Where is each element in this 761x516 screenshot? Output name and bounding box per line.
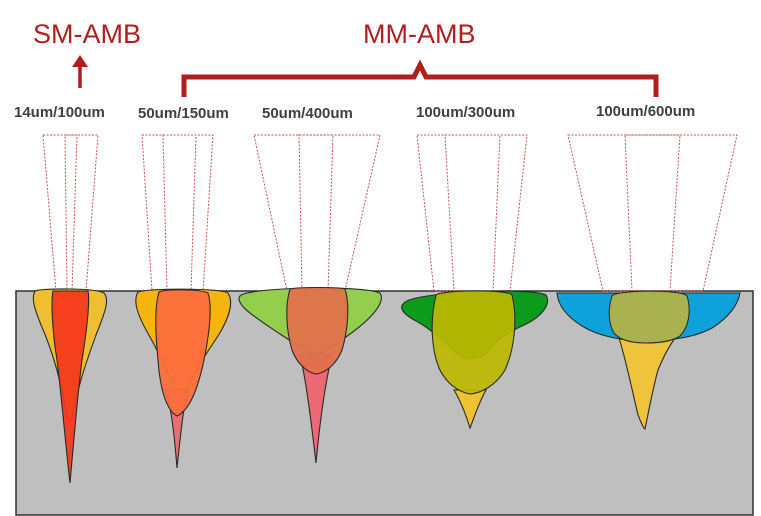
beam-core-1 — [64, 134, 78, 292]
melt-pool-core-2 — [155, 289, 211, 417]
beam-ring-2 — [141, 134, 214, 292]
weld-profile-5 — [556, 134, 741, 430]
weld-profile-3 — [238, 134, 382, 464]
weld-profile-1 — [32, 134, 108, 484]
mm-amb-header: MM-AMB — [363, 19, 475, 49]
beam-core-5 — [624, 134, 681, 292]
beam-core-2 — [162, 134, 197, 292]
beam-core-4 — [444, 134, 501, 292]
melt-pool-core-4 — [431, 290, 516, 395]
weld-profile-4 — [401, 134, 548, 430]
mm-bracket — [181, 59, 659, 97]
beam-ring-4 — [416, 134, 528, 292]
config-label-4: 100um/300um — [416, 104, 515, 121]
beam-core-3 — [298, 134, 334, 292]
beam-ring-5 — [567, 134, 738, 292]
config-label-5: 100um/600um — [596, 103, 695, 120]
melt-pool-deep-3 — [299, 354, 333, 464]
sm-amb-header: SM-AMB — [33, 19, 141, 49]
weld-profile-2 — [135, 134, 232, 469]
beam-ring-1 — [42, 134, 99, 292]
config-label-1: 14um/100um — [14, 104, 105, 121]
melt-pool-core-3 — [286, 286, 349, 375]
melt-pool-deep-5 — [618, 337, 677, 430]
config-label-2: 50um/150um — [138, 105, 229, 122]
beam-ring-3 — [253, 134, 381, 292]
config-label-3: 50um/400um — [262, 105, 353, 122]
melt-pool-core-5 — [608, 290, 690, 344]
sm-arrow-icon — [72, 55, 88, 88]
melt-pool-core-1 — [51, 290, 90, 484]
melt-pool-deep-4 — [453, 389, 487, 430]
